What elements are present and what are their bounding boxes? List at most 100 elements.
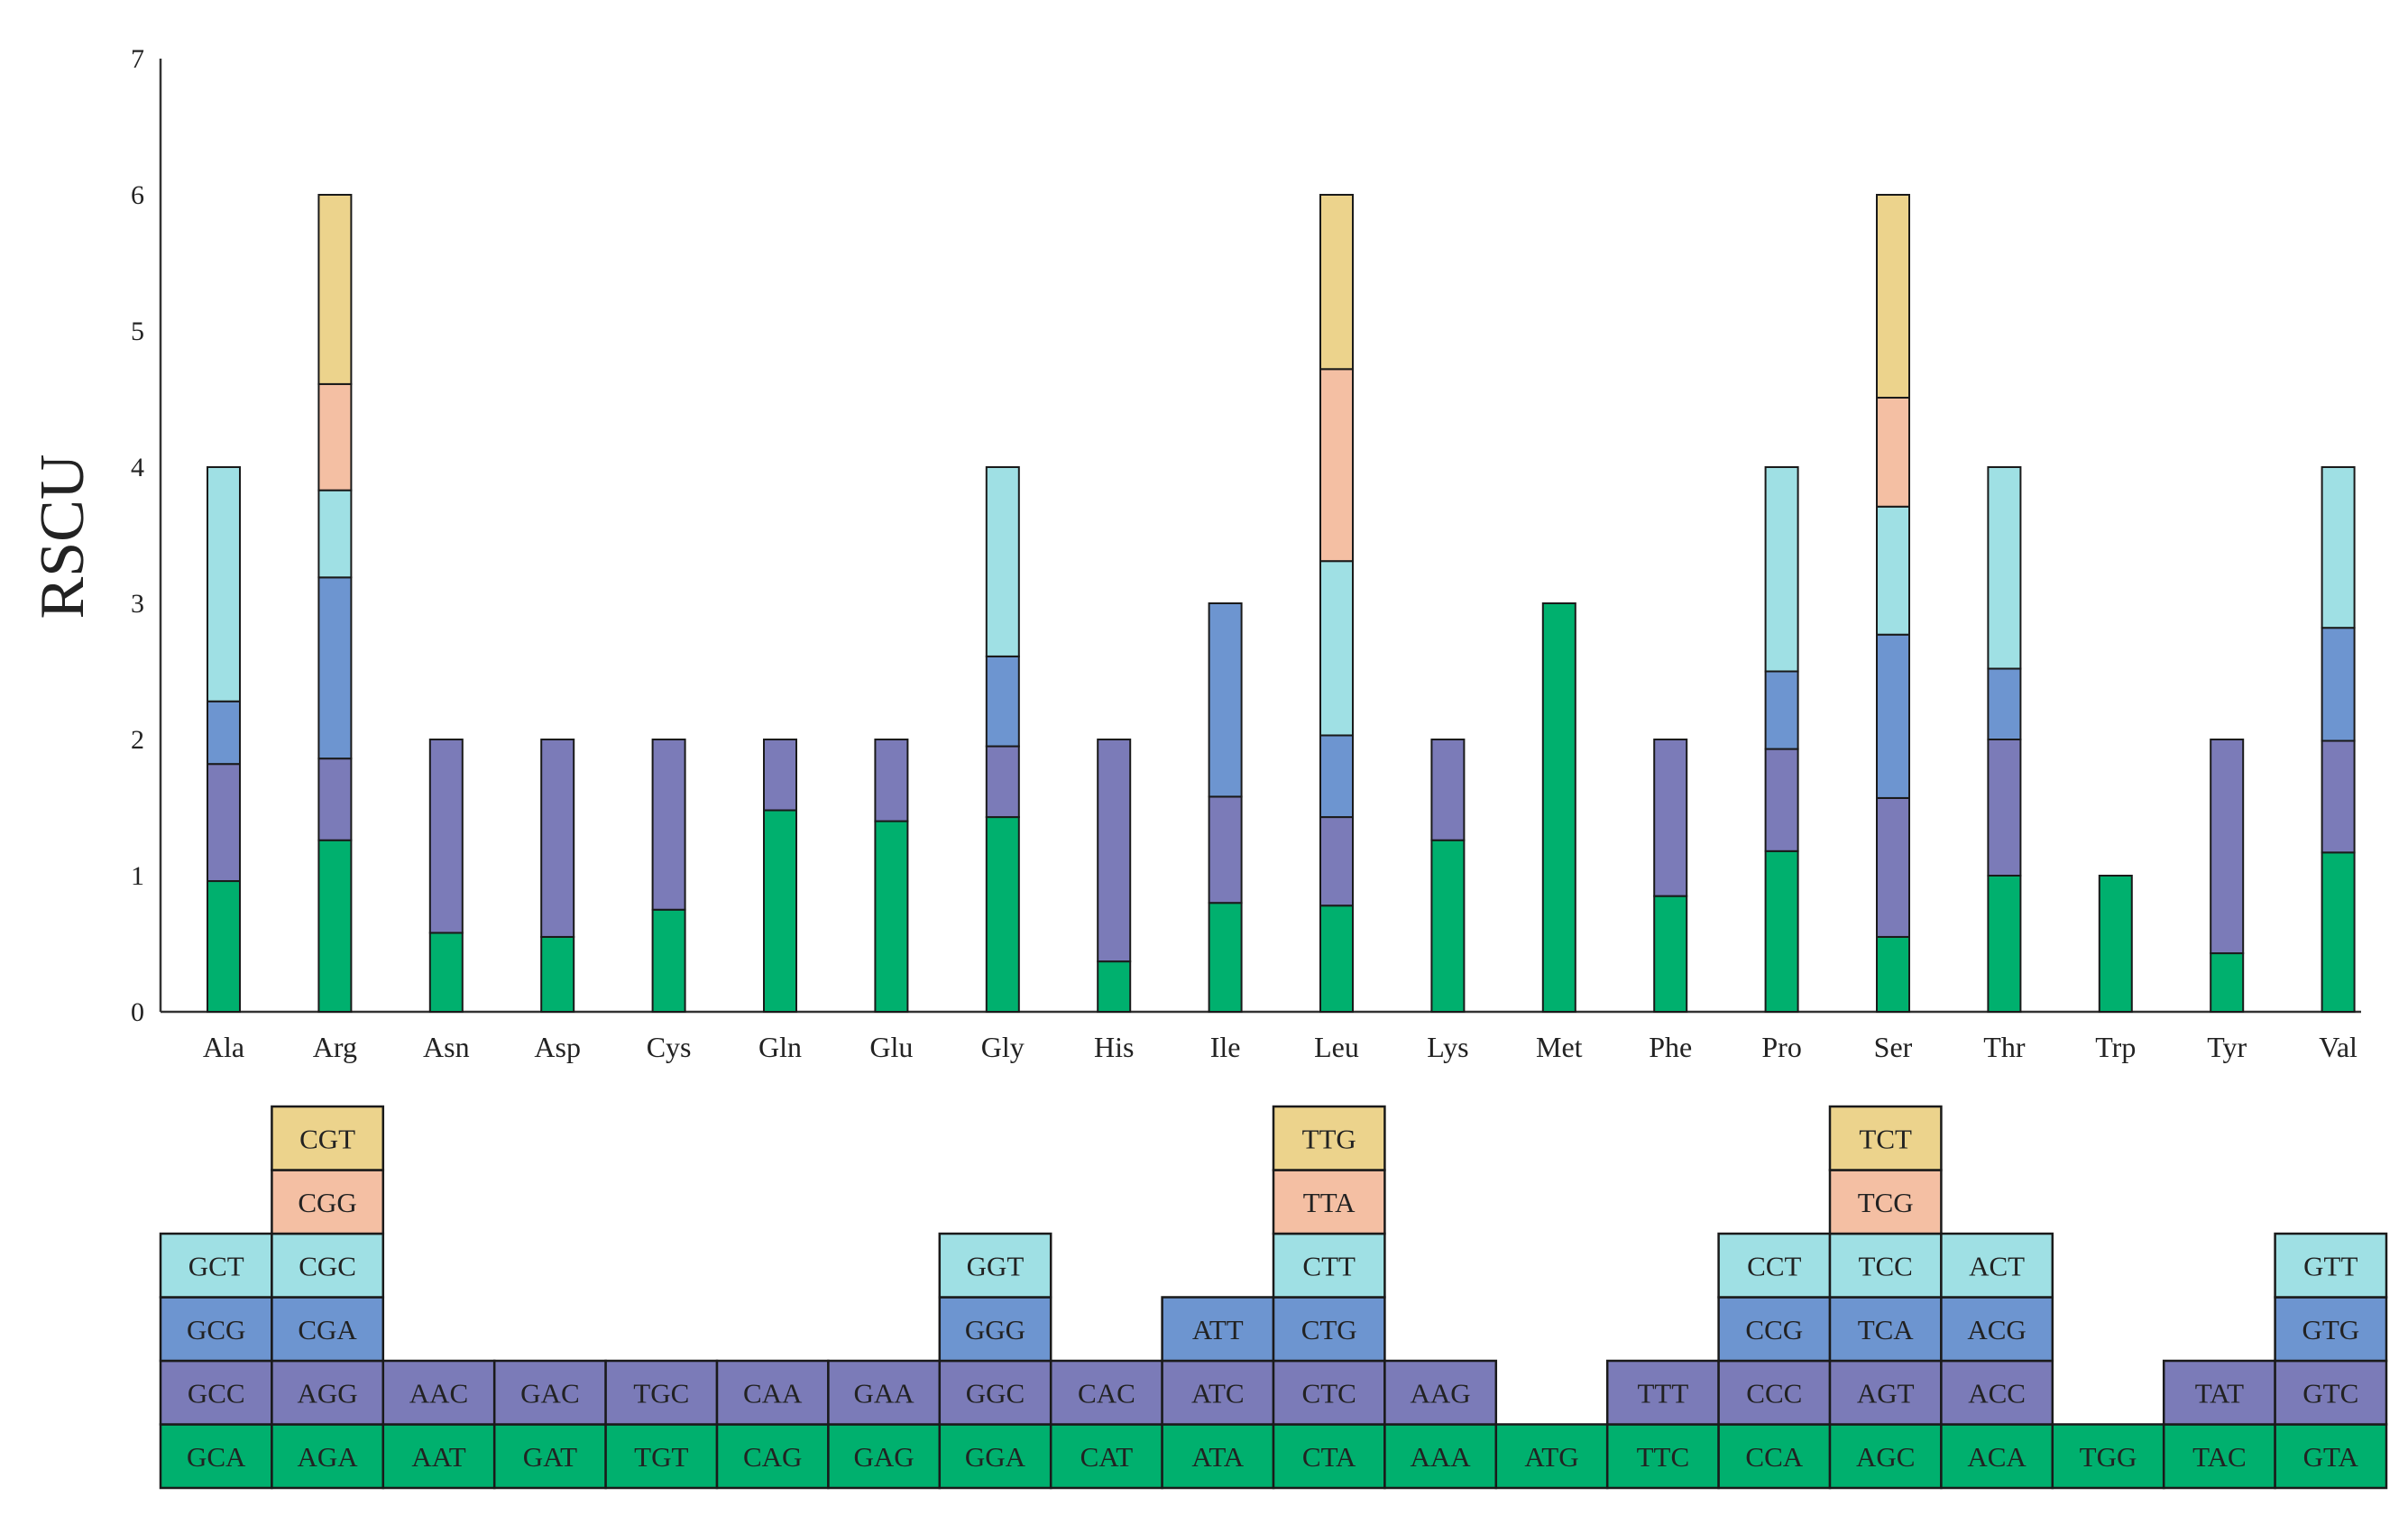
codon-cell: CAT	[1049, 1423, 1163, 1490]
codon-label: TCG	[1858, 1187, 1914, 1218]
y-tick-label: 1	[131, 861, 144, 891]
bar-stack-his	[1097, 739, 1132, 1014]
codon-label: CCG	[1745, 1314, 1803, 1345]
codon-cell: ACT	[1940, 1232, 2054, 1299]
bar-stack-asn	[428, 739, 464, 1014]
codon-label: GCG	[187, 1314, 245, 1345]
codon-label: TTT	[1637, 1377, 1688, 1409]
codon-cell-box	[271, 1232, 385, 1299]
codon-label: TAT	[2195, 1377, 2244, 1409]
bar-stack-gln	[763, 739, 797, 1014]
bar-segment-aaa	[1430, 839, 1466, 1013]
x-tick-label: Met	[1536, 1031, 1583, 1063]
y-tick-label: 2	[131, 725, 144, 755]
bar-segment-tac	[2210, 952, 2245, 1013]
x-tick-label: Leu	[1314, 1031, 1359, 1063]
bar-stack-asp	[540, 739, 575, 1013]
codon-label: GAT	[523, 1441, 577, 1473]
codon-label: AAT	[411, 1441, 465, 1473]
bar-segment-tgg	[2098, 875, 2133, 1013]
bar-segment-acg	[1987, 667, 2022, 740]
codon-label: CCC	[1746, 1377, 1802, 1409]
codon-cell: TTT	[1605, 1359, 1720, 1426]
bar-stack-thr	[1987, 466, 2022, 1013]
x-tick-label: Lys	[1427, 1031, 1468, 1063]
codon-cell: GAG	[827, 1423, 942, 1490]
bar-segment-aat	[428, 932, 464, 1014]
codon-label: CGC	[299, 1250, 356, 1281]
bar-segment-tct	[1876, 194, 1910, 399]
codon-cell-box	[1272, 1169, 1386, 1235]
codon-cell-box	[1717, 1232, 1832, 1299]
codon-label: AGG	[298, 1377, 358, 1409]
codon-cell: CGA	[271, 1296, 385, 1363]
y-tick-label: 5	[131, 317, 144, 346]
bar-segment-act	[1987, 466, 2022, 670]
codon-label: CGA	[298, 1314, 357, 1345]
codon-cell: GCC	[159, 1359, 273, 1426]
y-tick-label: 4	[131, 453, 144, 482]
codon-cell: CCG	[1717, 1296, 1832, 1363]
bar-segment-cac	[1097, 739, 1132, 963]
bar-segment-ttg	[1319, 194, 1354, 371]
bar-segment-agt	[1876, 796, 1910, 938]
bar-segment-ctc	[1319, 816, 1354, 907]
codon-cell-box	[2274, 1232, 2388, 1299]
codon-column-gly: GGA GGC GGG GGT	[938, 1232, 1052, 1490]
codon-cell: GTT	[2274, 1232, 2388, 1299]
codon-column-glu: GAG GAA	[827, 1359, 942, 1490]
bar-segment-gtt	[2321, 466, 2356, 629]
codon-cell-box	[938, 1232, 1052, 1299]
codon-cell-box	[1272, 1359, 1386, 1426]
codon-cell-box	[1940, 1296, 2054, 1363]
codon-cell: GTA	[2274, 1423, 2388, 1490]
codon-cell-box	[271, 1296, 385, 1363]
codon-label: ATG	[1524, 1441, 1578, 1473]
bar-segment-ata	[1208, 902, 1243, 1014]
bar-segment-gca	[207, 880, 241, 1013]
bar-segment-cta	[1319, 904, 1354, 1013]
codon-cell: GAC	[492, 1359, 607, 1426]
codon-cell-box	[1828, 1105, 1943, 1171]
codon-cell-box	[938, 1296, 1052, 1363]
codon-cell-box	[2274, 1359, 2388, 1426]
codon-cell: AAG	[1383, 1359, 1498, 1426]
bar-segment-ctg	[1319, 734, 1354, 819]
bar-stack-ser	[1876, 194, 1910, 1013]
bar-segment-gtg	[2321, 627, 2356, 742]
bar-stack-pro	[1764, 466, 1799, 1013]
bar-stack-ala	[207, 466, 241, 1013]
x-tick-label: Val	[2319, 1031, 2357, 1063]
x-tick-label: Ser	[1874, 1031, 1913, 1063]
bar-segment-tgc	[651, 739, 686, 911]
codon-label: TAC	[2192, 1441, 2247, 1473]
codon-label: AGT	[1857, 1377, 1915, 1409]
codon-label: GTT	[2303, 1250, 2357, 1281]
y-axis-label: RSCU	[28, 454, 97, 620]
bar-segment-aga	[317, 839, 353, 1013]
codon-cell-box	[1272, 1296, 1386, 1363]
codon-cell-box	[2162, 1423, 2276, 1490]
codon-cell-box	[492, 1359, 607, 1426]
bar-segment-cgc	[317, 489, 353, 579]
codon-cell: TCT	[1828, 1105, 1943, 1171]
bar-stack-gly	[985, 466, 1020, 1013]
bar-stack-trp	[2098, 875, 2133, 1013]
bar-segment-caa	[763, 739, 797, 812]
bar-segment-tta	[1319, 368, 1354, 563]
codon-cell: CGT	[271, 1105, 385, 1171]
codon-cell-box	[1828, 1169, 1943, 1235]
codon-cell-box	[1383, 1359, 1498, 1426]
bar-segment-ccc	[1764, 748, 1799, 852]
bar-segment-gcc	[207, 763, 241, 883]
codon-cell-box	[938, 1423, 1052, 1490]
codon-column-asn: AAT AAC	[381, 1359, 496, 1490]
codon-cell: TCA	[1828, 1296, 1943, 1363]
codon-label: CTG	[1301, 1314, 1357, 1345]
bar-segment-gtc	[2321, 739, 2356, 854]
bar-stack-ile	[1208, 602, 1243, 1014]
codon-label: CGT	[299, 1123, 355, 1154]
codon-cell: ATA	[1161, 1423, 1275, 1490]
bar-segment-gct	[207, 466, 241, 702]
codon-cell: GAA	[827, 1359, 942, 1426]
